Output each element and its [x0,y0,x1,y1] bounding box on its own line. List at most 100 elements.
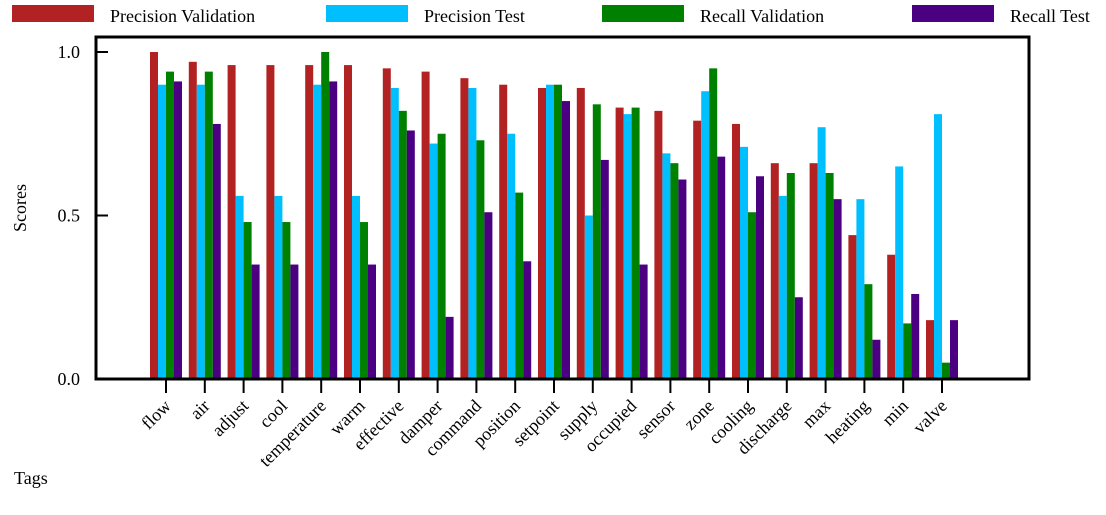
bar-recall-validation-setpoint [554,84,562,379]
bar-precision-validation-cool [266,65,275,379]
bar-precision-validation-warm [344,65,352,379]
bar-precision-validation-flow [150,52,158,379]
legend-label-recall-validation: Recall Validation [700,6,824,26]
bar-precision-validation-min [887,254,896,379]
bar-recall-test-zone [717,156,726,379]
bar-precision-test-supply [584,215,593,379]
bar-recall-validation-max [825,172,834,379]
bar-recall-validation-effective [398,110,407,380]
bar-recall-test-position [523,261,532,379]
bar-precision-validation-cooling [732,123,740,379]
bar-recall-test-valve [950,320,958,379]
bar-recall-validation-valve [942,362,950,379]
bar-recall-test-heating [872,339,881,379]
bar-recall-test-flow [174,81,182,380]
bar-precision-test-temperature [313,84,322,379]
bar-recall-test-adjust [251,264,260,379]
bar-recall-validation-zone [709,68,718,379]
y-axis-title: Scores [10,184,30,232]
bar-precision-validation-damper [421,71,430,380]
bar-recall-validation-air [204,71,213,380]
bar-precision-validation-valve [926,320,934,379]
x-axis-title: Tags [14,468,48,488]
bar-precision-validation-supply [576,87,585,379]
bar-recall-test-cooling [756,176,764,379]
x-tick-label-heating: heating [822,396,874,448]
bar-recall-test-max [833,199,842,379]
bar-recall-test-air [212,123,221,379]
plot-frame [94,35,1031,381]
bar-precision-validation-sensor [654,110,663,380]
x-tick-label-air: air [186,396,214,424]
bar-precision-validation-occupied [615,107,624,379]
y-axis: 0.0 0.5 1.0 [58,42,108,389]
legend-label-precision-validation: Precision Validation [110,6,255,26]
bar-recall-validation-heating [864,284,873,379]
y-tick-label: 1.0 [58,42,81,62]
bar-precision-test-warm [352,195,360,379]
y-tick-label: 0.0 [58,369,81,389]
bar-precision-test-setpoint [546,84,554,379]
bar-precision-validation-effective [382,68,391,379]
bar-recall-test-sensor [678,179,687,379]
bar-precision-test-heating [856,199,865,379]
bar-precision-test-position [507,133,516,379]
bar-precision-test-zone [701,91,710,380]
bar-recall-validation-sensor [670,163,679,379]
bar-recall-validation-cool [282,222,291,379]
x-tick-label-flow: flow [137,396,174,433]
y-tick-label: 0.5 [58,206,81,226]
bar-precision-test-command [468,87,477,379]
bar-recall-validation-supply [592,104,601,379]
bar-precision-validation-position [499,84,508,379]
bar-precision-validation-adjust [227,65,236,379]
bar-precision-validation-heating [848,235,857,379]
bar-precision-test-sensor [662,153,671,379]
legend-label-recall-test: Recall Test [1010,6,1090,26]
legend-swatch-precision-validation [12,5,94,22]
x-tick-label-min: min [878,396,912,430]
bar-precision-test-cooling [740,146,748,379]
bar-recall-validation-temperature [321,52,330,379]
bar-precision-test-max [817,127,826,380]
bar-recall-validation-command [476,140,485,379]
x-tick-label-sensor: sensor [633,396,680,443]
bar-precision-validation-command [460,78,469,379]
bar-recall-test-supply [600,159,609,379]
bar-precision-test-flow [158,84,166,379]
bar-precision-test-adjust [235,195,244,379]
legend-swatch-recall-validation [602,5,684,22]
bar-precision-test-occupied [623,114,632,379]
bar-recall-test-warm [368,264,376,379]
legend-swatch-precision-test [326,5,408,22]
bar-recall-test-discharge [794,297,803,379]
legend-label-precision-test: Precision Test [424,6,525,26]
bar-precision-test-effective [390,87,399,379]
bar-precision-test-air [196,84,205,379]
bar-recall-validation-warm [360,222,368,379]
bars [150,52,958,380]
bar-recall-validation-discharge [786,172,795,379]
bar-recall-test-occupied [639,264,648,379]
bar-precision-validation-temperature [305,65,314,379]
bar-recall-validation-flow [166,71,174,380]
bar-recall-test-effective [406,130,415,379]
bar-recall-validation-cooling [748,212,756,379]
legend-swatch-recall-test [912,5,994,22]
bar-recall-test-damper [445,316,454,379]
bar-recall-test-temperature [329,81,338,380]
bar-recall-validation-min [903,323,912,379]
bar-recall-test-min [911,293,920,379]
bar-precision-validation-discharge [770,163,779,379]
bar-precision-test-damper [429,143,438,379]
x-tick-label-valve: valve [909,396,951,438]
bar-recall-validation-occupied [631,107,640,379]
bar-precision-validation-max [809,163,818,379]
bar-precision-validation-setpoint [538,87,546,379]
legend: Precision Validation Precision Test Recall… [12,5,1090,26]
bar-precision-validation-air [188,61,197,380]
bar-recall-test-setpoint [562,101,570,380]
bar-precision-test-min [895,166,904,379]
